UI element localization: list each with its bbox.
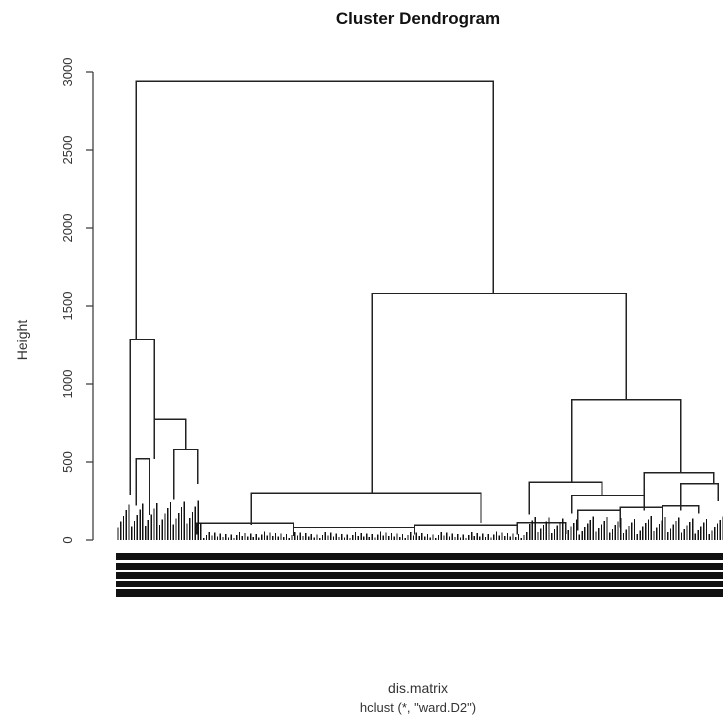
y-tick-label: 2500: [60, 136, 75, 165]
y-tick-label: 2000: [60, 214, 75, 243]
merge-link: [250, 492, 482, 526]
merge-link: [577, 509, 621, 531]
merge-link: [153, 418, 187, 459]
y-tick-label: 1000: [60, 370, 75, 399]
y-tick-label: 500: [60, 451, 75, 473]
merge-link: [129, 338, 155, 495]
leaf-label-band: [116, 553, 723, 597]
y-tick-label: 3000: [60, 58, 75, 87]
x-axis-label: dis.matrix: [388, 680, 448, 696]
merge-link: [371, 292, 627, 494]
merge-link: [135, 458, 151, 516]
merge-link: [528, 481, 603, 515]
chart-title: Cluster Dendrogram: [336, 9, 500, 28]
merge-link: [571, 398, 682, 483]
y-axis-label: Height: [14, 320, 30, 361]
y-tick-label: 1500: [60, 292, 75, 321]
y-axis-ticks: 0 500 1000 1500 2000 2500 3000: [60, 58, 93, 544]
merge-link: [516, 522, 567, 535]
merge-link: [643, 472, 715, 511]
y-tick-label: 0: [60, 536, 75, 543]
merge-link: [172, 448, 199, 500]
merge-link: [135, 80, 494, 340]
dendrogram-leaves: [117, 500, 723, 540]
merge-link: [661, 504, 700, 522]
dendrogram-branches: [129, 80, 719, 537]
merge-link: [679, 483, 719, 511]
x-axis-sublabel: hclust (*, "ward.D2"): [360, 700, 476, 715]
merge-link: [619, 506, 664, 528]
